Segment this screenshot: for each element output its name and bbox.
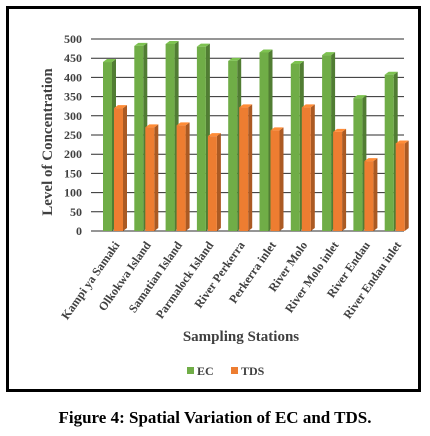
bar-front-face — [353, 98, 363, 231]
bar-side-face — [216, 133, 221, 231]
category-label: River Endau inlet — [340, 239, 404, 322]
bar-top-face — [259, 49, 273, 53]
bar-top-face — [228, 57, 242, 61]
bar-front-face — [207, 136, 217, 231]
y-tick-label: 50 — [70, 205, 82, 219]
bar-side-face — [310, 104, 315, 231]
bars — [103, 40, 409, 232]
bar-tds — [239, 104, 253, 231]
bar-tds — [270, 127, 284, 231]
bar-side-face — [342, 128, 347, 231]
bar-tds — [364, 158, 378, 231]
y-tick-label: 450 — [64, 51, 82, 65]
bar-top-face — [353, 95, 367, 99]
x-axis-label: Sampling Stations — [183, 329, 299, 345]
bar-tds — [301, 104, 315, 231]
bar-front-face — [333, 131, 343, 231]
bar-front-face — [395, 143, 405, 231]
y-tick-label: 200 — [64, 147, 82, 161]
bar-side-face — [185, 122, 190, 231]
bar-front-face — [301, 107, 311, 231]
bar-top-face — [301, 104, 315, 108]
bar-top-face — [333, 128, 347, 132]
bar-front-face — [364, 161, 374, 231]
bar-tds — [176, 122, 190, 231]
bar-top-face — [395, 140, 409, 144]
legend-swatch-ec — [187, 367, 194, 374]
bar-side-face — [123, 105, 127, 231]
legend-swatch-tds — [231, 367, 238, 374]
bar-top-face — [176, 122, 190, 126]
y-tick-label: 500 — [64, 32, 82, 46]
bar-top-face — [114, 105, 127, 109]
chart-svg: 0 50 100 150 200 250 300 350 400 450 500 Kampi ya … — [40, 32, 409, 378]
bar-front-face — [176, 125, 186, 231]
legend-label-tds: TDS — [241, 364, 265, 378]
bar-front-face — [103, 62, 112, 231]
y-tick-label: 150 — [64, 166, 82, 180]
bar-top-face — [384, 71, 398, 75]
bar-side-face — [154, 124, 159, 231]
bar-top-face — [207, 133, 221, 137]
bar-tds — [145, 124, 159, 231]
bar-tds — [114, 105, 127, 231]
y-tick-label: 100 — [64, 186, 82, 200]
bar-top-face — [165, 40, 179, 44]
bar-tds — [395, 140, 409, 231]
bar-side-face — [248, 104, 253, 231]
y-axis-label: Level of Concentration — [40, 68, 56, 216]
figure-caption: Figure 4: Spatial Variation of EC and TD… — [58, 408, 372, 427]
bar-front-face — [239, 107, 249, 231]
bar-side-face — [404, 140, 409, 231]
y-tick-label: 400 — [64, 70, 82, 84]
y-tick-label: 250 — [64, 128, 82, 142]
bar-top-face — [134, 42, 148, 46]
y-tick-labels: 0 50 100 150 200 250 300 350 400 450 500 — [64, 32, 82, 238]
bar-front-face — [384, 74, 394, 231]
legend: EC TDS — [187, 364, 265, 378]
bar-front-face — [165, 43, 175, 231]
bar-side-face — [279, 127, 284, 231]
bar-tds — [207, 133, 221, 231]
bar-top-face — [196, 43, 210, 47]
bar-front-face — [270, 130, 280, 231]
bar-top-face — [103, 59, 116, 63]
bar-front-face — [196, 46, 206, 232]
bar-top-face — [322, 52, 336, 56]
bar-top-face — [145, 124, 159, 128]
bar-top-face — [290, 60, 304, 64]
bar-front-face — [259, 52, 269, 231]
bar-top-face — [364, 158, 378, 162]
bar-front-face — [290, 63, 300, 232]
legend-label-ec: EC — [197, 364, 214, 378]
bar-top-face — [270, 127, 284, 131]
bar-front-face — [228, 60, 238, 231]
y-tick-label: 0 — [76, 224, 82, 238]
bar-front-face — [145, 127, 155, 231]
bar-front-face — [114, 108, 123, 231]
bar-top-face — [239, 104, 253, 108]
bar-side-face — [373, 158, 378, 231]
bar-tds — [333, 128, 347, 231]
y-tick-label: 350 — [64, 90, 82, 104]
bar-front-face — [134, 45, 144, 231]
y-tick-label: 300 — [64, 109, 82, 123]
bar-front-face — [322, 55, 332, 232]
chart-frame: 0 50 100 150 200 250 300 350 400 450 500 Kampi ya … — [6, 6, 421, 392]
